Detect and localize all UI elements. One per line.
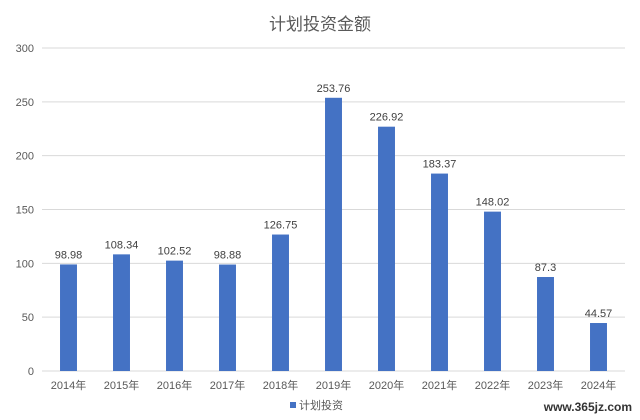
x-tick-label-9: 2023年 <box>528 378 563 392</box>
data-label-0: 98.98 <box>55 249 83 261</box>
data-label-5: 253.76 <box>317 83 351 95</box>
data-label-2: 102.52 <box>158 246 192 258</box>
y-tick-label-300: 300 <box>16 43 34 55</box>
data-label-4: 126.75 <box>264 220 298 232</box>
x-tick-label-2: 2016年 <box>157 378 192 392</box>
legend: 计划投资 <box>290 398 343 412</box>
x-axis-ticks: 2014年 2015年 2016年 2017年 2018年 2019年 2020年 2021年… <box>51 378 616 392</box>
y-axis-ticks: 0 50 100 150 200 250 300 <box>16 43 34 378</box>
x-tick-label-5: 2019年 <box>316 378 351 392</box>
bar-0 <box>60 264 77 371</box>
legend-swatch <box>290 402 296 408</box>
y-tick-label-100: 100 <box>16 258 34 270</box>
bar-2 <box>166 260 183 371</box>
x-tick-label-4: 2018年 <box>263 378 298 392</box>
x-tick-label-3: 2017年 <box>210 378 245 392</box>
x-tick-label-0: 2014年 <box>51 378 86 392</box>
data-label-9: 87.3 <box>535 262 556 274</box>
watermark: www.365jz.com <box>543 400 632 414</box>
bar-5 <box>325 97 342 371</box>
x-tick-label-8: 2022年 <box>475 378 510 392</box>
y-tick-label-0: 0 <box>28 366 34 378</box>
x-tick-label-10: 2024年 <box>581 378 616 392</box>
x-tick-label-6: 2020年 <box>369 378 404 392</box>
bars <box>60 97 607 371</box>
x-tick-label-7: 2021年 <box>422 378 457 392</box>
bar-8 <box>484 211 501 371</box>
legend-label: 计划投资 <box>299 398 343 412</box>
data-label-10: 44.57 <box>585 308 613 320</box>
bar-1 <box>113 254 130 371</box>
x-tick-label-1: 2015年 <box>104 378 139 392</box>
y-tick-label-50: 50 <box>22 312 34 324</box>
bar-3 <box>219 264 236 371</box>
bar-10 <box>590 323 607 371</box>
bar-7 <box>431 173 448 371</box>
chart-title: 计划投资金额 <box>269 15 371 34</box>
y-tick-label-250: 250 <box>16 97 34 109</box>
data-label-3: 98.88 <box>214 250 242 262</box>
y-tick-label-150: 150 <box>16 205 34 217</box>
data-label-7: 183.37 <box>423 159 457 171</box>
data-label-1: 108.34 <box>105 239 139 251</box>
y-tick-label-200: 200 <box>16 151 34 163</box>
data-label-8: 148.02 <box>476 197 510 209</box>
data-labels: 98.98 108.34 102.52 98.88 126.75 253.76 226.92… <box>55 83 613 320</box>
bar-4 <box>272 234 289 371</box>
data-label-6: 226.92 <box>370 112 404 124</box>
bar-9 <box>537 277 554 371</box>
bar-6 <box>378 126 395 371</box>
